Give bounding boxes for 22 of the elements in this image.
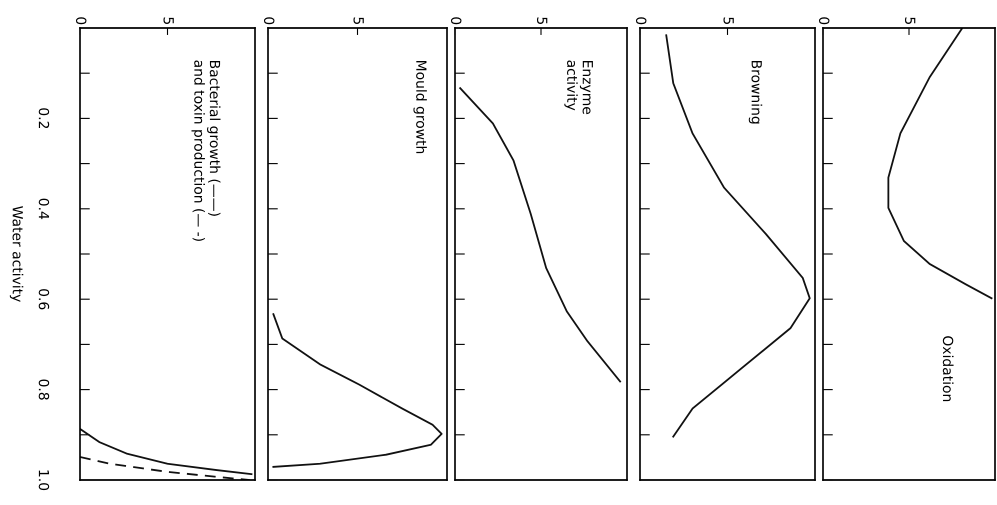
line-series bbox=[80, 428, 252, 476]
x-tick-label: 0 bbox=[450, 17, 462, 24]
y-tick-label: 1.0 bbox=[38, 470, 50, 490]
y-tick-label: 0.4 bbox=[38, 198, 50, 220]
x-tick-label: 0 bbox=[76, 17, 86, 24]
x-tick-label: 5 bbox=[536, 17, 548, 24]
text: Oxidation bbox=[942, 336, 954, 402]
text: Mould growth bbox=[413, 61, 427, 154]
x-tick-label: 5 bbox=[904, 17, 916, 24]
x-tick-label: 0 bbox=[264, 17, 274, 24]
x-tick-label: 5 bbox=[353, 17, 364, 24]
x-tick-label: 5 bbox=[723, 17, 734, 24]
y-axis-title: Water activity bbox=[10, 206, 24, 302]
y-tick-label: 0.2 bbox=[38, 108, 50, 128]
text: Browning bbox=[748, 61, 762, 124]
x-tick-label: 0 bbox=[818, 17, 830, 24]
x-tick-label: 0 bbox=[636, 17, 646, 24]
x-tick-label: 5 bbox=[163, 17, 174, 24]
text: Bacterial growth (——) and toxin production (— -) bbox=[192, 60, 220, 241]
y-tick-label: 0.6 bbox=[38, 289, 50, 310]
text: Enzyme activity bbox=[564, 60, 593, 114]
y-tick-label: 0.8 bbox=[38, 379, 50, 400]
